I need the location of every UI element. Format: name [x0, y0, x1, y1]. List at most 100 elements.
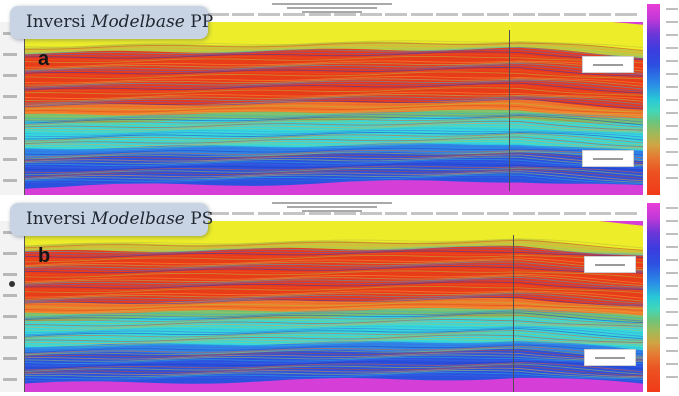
colorbar-tick: [666, 350, 678, 352]
panel-a: Inversi Modelbase PP a: [0, 1, 678, 195]
reflector-line: [25, 309, 643, 320]
header-tick: [257, 13, 280, 16]
axis-tick: [3, 231, 17, 234]
reflector-line: [25, 319, 643, 327]
reflector-line: [25, 53, 643, 62]
axis-tick: [3, 252, 17, 255]
colorbar-tick: [666, 298, 678, 300]
colorbar-tick: [666, 21, 678, 23]
header-tick: [308, 212, 331, 215]
reflector-line: [25, 100, 643, 112]
axis-tick: [3, 357, 17, 360]
axis-tick: [3, 315, 17, 318]
reflector-line: [25, 89, 643, 98]
reflector-line: [25, 73, 643, 82]
reflector-line: [25, 40, 643, 48]
reflector-line: [25, 314, 643, 325]
reflector-line: [25, 372, 643, 380]
reflector-line: [25, 290, 643, 299]
reflector-line: [25, 46, 643, 58]
reflector-line: [25, 321, 643, 329]
header-tick: [436, 212, 458, 215]
reflector-line: [25, 268, 643, 276]
reflector-line: [25, 270, 643, 279]
reflector-line: [25, 341, 643, 350]
colorbar-ticks-b: [662, 207, 678, 388]
header-tick: [283, 212, 305, 215]
reflector-line: [25, 334, 643, 344]
reflector-line: [25, 118, 643, 130]
reflector-line: [25, 252, 643, 261]
reflector-line: [25, 165, 643, 174]
colorbar-tick: [666, 8, 678, 10]
colorbar-tick: [666, 99, 678, 101]
axis-tick: [3, 273, 17, 276]
colorbar-tick: [666, 376, 678, 378]
reflector-line: [25, 257, 643, 269]
reflector-line: [25, 261, 643, 272]
reflector-line: [25, 105, 643, 114]
panel-letter-a: a: [38, 48, 50, 70]
impedance-colorbar-a: [647, 4, 660, 195]
reflector-line: [25, 330, 643, 341]
colorbar-tick: [666, 285, 678, 287]
colorbar-tick: [666, 233, 678, 235]
header-tick: [232, 212, 254, 215]
reflector-line: [25, 288, 643, 296]
reflector-line: [25, 42, 643, 51]
reflector-line: [25, 127, 643, 136]
reflector-line: [25, 363, 643, 375]
axis-tick: [3, 179, 17, 182]
reflector-line: [25, 136, 643, 148]
reflector-line: [25, 347, 643, 359]
reflector-line: [25, 94, 643, 102]
reflector-line: [25, 84, 643, 95]
reflector-line: [25, 64, 643, 76]
reflector-line: [25, 168, 643, 180]
header-tick: [563, 13, 586, 16]
section-title-block: [262, 1, 402, 13]
colorbar-tick: [666, 125, 678, 127]
header-tick: [334, 13, 356, 16]
reflector-line: [25, 299, 643, 308]
reflector-line: [25, 96, 643, 105]
reflector-line: [25, 279, 643, 289]
reflector-line: [25, 115, 643, 126]
reflector-line: [25, 87, 643, 96]
reflector-line: [25, 345, 643, 357]
panel-title-ps: Inversi Modelbase PS: [10, 203, 213, 236]
reflector-line: [25, 350, 643, 360]
reflector-line: [25, 281, 643, 290]
horizon-label-upper-b: [584, 256, 636, 273]
reflector-line: [25, 344, 643, 355]
reflector-line: [25, 123, 643, 132]
reflector-line: [25, 69, 643, 78]
reflector-line: [25, 367, 643, 378]
reflector-line: [25, 76, 643, 84]
reflector-line: [25, 67, 643, 77]
panel-b: Inversi Modelbase PS b: [0, 199, 679, 396]
reflector-line: [25, 254, 643, 264]
reflector-line: [25, 134, 643, 146]
axis-marker-dot: [9, 281, 15, 287]
header-tick: [334, 212, 356, 215]
colorbar-tick: [666, 86, 678, 88]
horizon-label-upper-a: [582, 56, 634, 73]
reflector-line: [25, 44, 643, 56]
reflector-line: [25, 283, 643, 292]
reflector-line: [25, 248, 643, 257]
reflector-line: [25, 149, 643, 159]
axis-tick: [3, 137, 17, 140]
header-tick: [461, 13, 484, 16]
reflector-line: [25, 150, 643, 162]
header-tick: [563, 212, 586, 215]
panel-title-pp: Inversi Modelbase PP: [10, 6, 213, 39]
reflector-line: [25, 102, 643, 113]
reflector-line: [25, 263, 643, 273]
inversion-section-a: [25, 22, 643, 195]
reflector-line: [25, 250, 643, 258]
reflector-line: [25, 365, 643, 377]
reflector-line: [25, 138, 643, 149]
header-tick: [461, 212, 484, 215]
reflector-line: [25, 291, 643, 302]
